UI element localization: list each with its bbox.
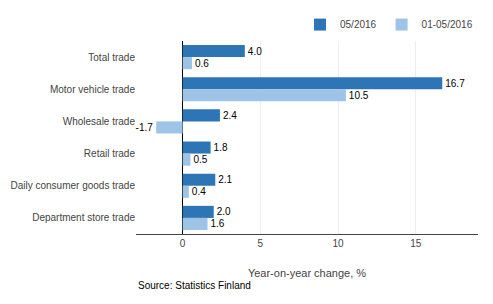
- svg-text:0.6: 0.6: [195, 58, 209, 69]
- svg-text:0.5: 0.5: [193, 154, 207, 165]
- svg-text:0.4: 0.4: [192, 186, 206, 197]
- svg-text:Total trade: Total trade: [88, 52, 135, 63]
- svg-text:2.4: 2.4: [223, 110, 237, 121]
- svg-text:2.1: 2.1: [218, 174, 232, 185]
- svg-text:Motor vehicle trade: Motor vehicle trade: [50, 84, 135, 95]
- svg-text:Wholesale trade: Wholesale trade: [63, 116, 136, 127]
- svg-text:15: 15: [410, 238, 422, 249]
- svg-text:05/2016: 05/2016: [340, 19, 377, 30]
- svg-text:Year-on-year change, %: Year-on-year change, %: [248, 267, 366, 279]
- svg-text:-1.7: -1.7: [136, 122, 154, 133]
- svg-text:4.0: 4.0: [248, 46, 262, 57]
- svg-text:Source: Statistics Finland: Source: Statistics Finland: [138, 280, 251, 291]
- svg-text:Department store trade: Department store trade: [32, 212, 135, 223]
- svg-text:Daily consumer goods trade: Daily consumer goods trade: [10, 180, 135, 191]
- svg-text:5: 5: [258, 238, 264, 249]
- svg-text:1.8: 1.8: [214, 142, 228, 153]
- svg-text:Retail trade: Retail trade: [84, 148, 136, 159]
- svg-text:10: 10: [333, 238, 345, 249]
- svg-text:16.7: 16.7: [445, 78, 465, 89]
- svg-text:01-05/2016: 01-05/2016: [422, 19, 473, 30]
- svg-text:0: 0: [180, 238, 186, 249]
- svg-text:1.6: 1.6: [211, 218, 225, 229]
- svg-text:10.5: 10.5: [349, 90, 369, 101]
- svg-text:2.0: 2.0: [217, 206, 231, 217]
